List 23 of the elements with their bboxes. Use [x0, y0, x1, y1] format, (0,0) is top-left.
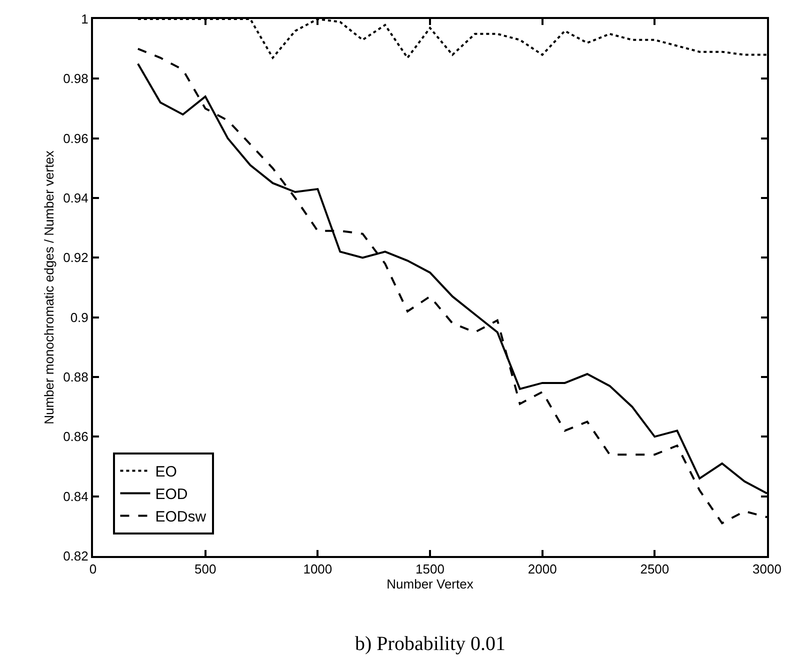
- y-tick-label: 0.82: [63, 548, 88, 564]
- y-tick-label: 0.92: [63, 250, 88, 266]
- y-axis-title: Number monochromatic edges / Number vertex: [42, 150, 57, 424]
- y-tick-label: 0.96: [63, 130, 88, 146]
- x-tick-label: 500: [194, 562, 216, 577]
- x-tick-label: 1000: [303, 562, 332, 577]
- y-tick-label: 0.94: [63, 190, 88, 206]
- y-tick-label: 1: [81, 12, 88, 27]
- x-tick-label: 1500: [416, 562, 444, 577]
- y-tick-label: 0.88: [63, 370, 88, 385]
- legend-label: EODsw: [155, 508, 206, 526]
- x-tick-label: 2500: [640, 562, 670, 577]
- y-tick-label: 0.9: [70, 310, 88, 325]
- x-axis-title: Number Vertex: [386, 576, 474, 592]
- y-tick-label: 0.86: [63, 429, 88, 444]
- legend-label: EOD: [155, 486, 188, 504]
- x-tick-label: 3000: [752, 562, 782, 577]
- x-tick-label: 0: [89, 562, 97, 577]
- legend-label: EO: [155, 464, 177, 481]
- x-tick-label: 2000: [528, 562, 557, 577]
- y-tick-label: 0.98: [63, 71, 88, 86]
- y-tick-label: 0.84: [63, 488, 88, 504]
- text: b) Probability 0.01: [355, 633, 506, 655]
